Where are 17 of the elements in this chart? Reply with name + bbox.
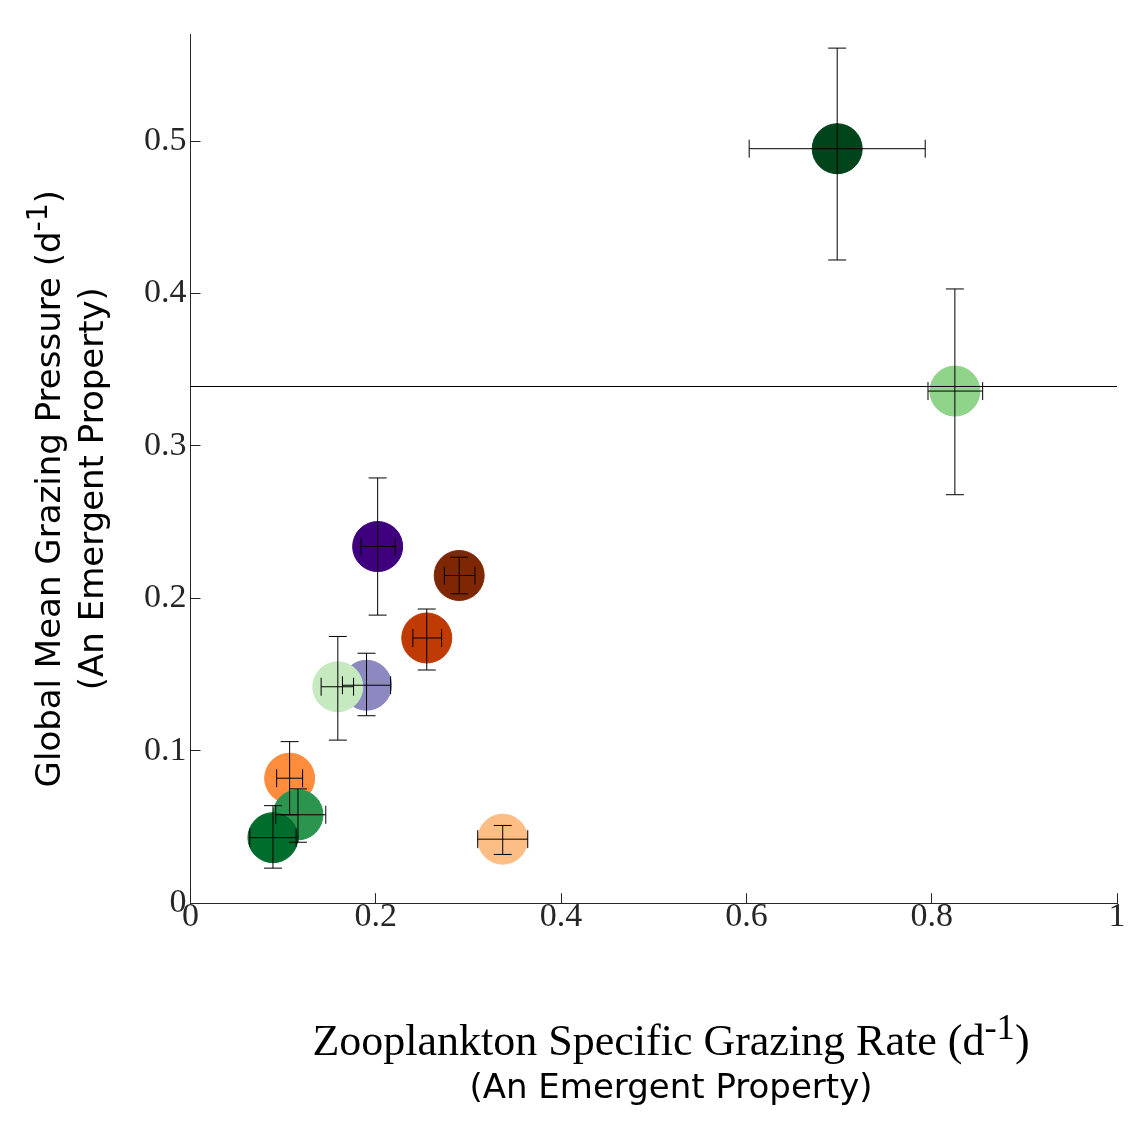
point	[352, 521, 404, 573]
y-tick-label: 0.2	[144, 577, 187, 615]
x-tick-label: 0.4	[539, 895, 583, 933]
point	[433, 550, 485, 601]
point	[312, 661, 364, 713]
x-tick-label: 1	[1108, 895, 1126, 933]
y-tick-label: 0.4	[144, 272, 187, 310]
text: Zooplankton Specific Grazing Rate (d$^{-1}$) (An Emergent Property)	[312, 1006, 1030, 1106]
y-tick-label: 0.5	[144, 120, 187, 158]
x-tick-label: 0.8	[910, 895, 953, 933]
x-tick-label: 0.2	[354, 895, 398, 933]
point	[811, 123, 863, 175]
point	[477, 813, 529, 865]
x-tick-label: 0.6	[725, 895, 768, 933]
point	[401, 612, 453, 664]
y-tick-label: 0.1	[144, 729, 187, 767]
y-tick-label: 0.3	[144, 424, 187, 462]
